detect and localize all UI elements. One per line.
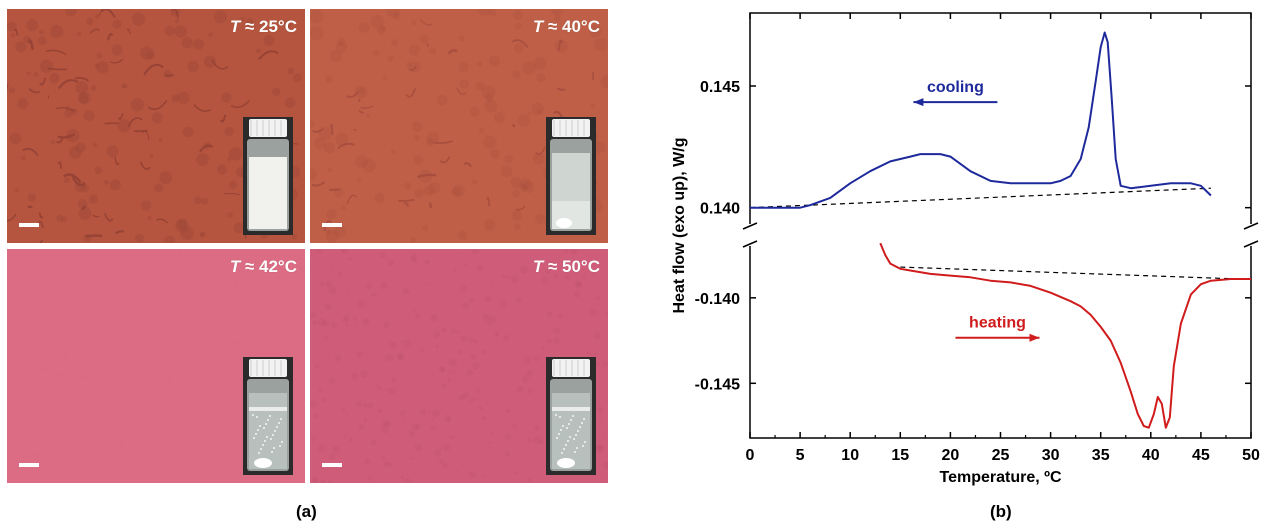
micrograph-grid: T ≈ 25°C T ≈ 40°C T ≈ 42°C T ≈ 50°C <box>7 9 608 483</box>
x-tick-label: 15 <box>891 447 909 464</box>
vial-photo <box>546 357 596 475</box>
y-tick-label: 0.140 <box>700 201 740 218</box>
x-tick-label: 20 <box>942 447 960 464</box>
x-tick-label: 5 <box>796 447 805 464</box>
y-tick-label: -0.145 <box>695 376 740 393</box>
y-axis-label: Heat flow (exo up), W/g <box>671 138 688 314</box>
x-axis-label: Temperature, ºC <box>939 469 1061 486</box>
temperature-label: T ≈ 40°C <box>533 17 600 37</box>
temperature-symbol: T <box>229 17 241 36</box>
x-tick-label: 45 <box>1192 447 1210 464</box>
x-ticks: 0 5 10 15 20 25 30 35 40 45 50 <box>746 13 1260 464</box>
vial-photo <box>546 117 596 235</box>
annotation-cooling: cooling <box>913 79 998 107</box>
x-tick-label: 35 <box>1092 447 1110 464</box>
axis-break-mark <box>742 222 758 248</box>
y-ticks: 0.140 0.145 -0.140 -0.145 <box>695 79 1251 393</box>
x-tick-label: 0 <box>746 447 755 464</box>
micrograph-40c: T ≈ 40°C <box>310 9 608 243</box>
temperature-value: ≈ 40°C <box>543 17 600 36</box>
arrow-head-icon <box>1029 333 1040 342</box>
temperature-label: T ≈ 50°C <box>533 257 600 277</box>
micrograph-50c: T ≈ 50°C <box>310 249 608 483</box>
scale-bar <box>322 463 342 467</box>
y-tick-label: 0.145 <box>700 79 740 96</box>
x-tick-label: 30 <box>1042 447 1060 464</box>
temperature-label: T ≈ 25°C <box>230 17 297 37</box>
x-tick-label: 40 <box>1142 447 1160 464</box>
scale-bar <box>19 223 39 227</box>
temperature-symbol: T <box>532 257 544 276</box>
series-line-heating <box>879 242 1251 429</box>
x-tick-label: 25 <box>992 447 1010 464</box>
micrograph-25c: T ≈ 25°C <box>7 9 305 243</box>
caption-b: (b) <box>990 502 1012 521</box>
y-tick-label: -0.140 <box>695 291 740 308</box>
axis-break-mark <box>1243 222 1259 248</box>
arrow-head-icon <box>913 98 924 107</box>
baseline-lower <box>900 266 1242 280</box>
baseline-upper <box>749 187 1211 209</box>
temperature-symbol: T <box>229 257 241 276</box>
vial-photo <box>243 357 293 475</box>
annotation-heating: heating <box>955 315 1040 342</box>
annotation-label: cooling <box>927 79 984 96</box>
x-tick-label: 10 <box>841 447 859 464</box>
scale-bar <box>19 463 39 467</box>
micrograph-42c: T ≈ 42°C <box>7 249 305 483</box>
series-line-cooling <box>750 31 1212 209</box>
x-tick-label: 50 <box>1242 447 1260 464</box>
temperature-value: ≈ 25°C <box>240 17 297 36</box>
temperature-value: ≈ 50°C <box>543 257 600 276</box>
temperature-label: T ≈ 42°C <box>230 257 297 277</box>
plot-frame <box>742 12 1259 439</box>
scale-bar <box>322 223 342 227</box>
caption-a: (a) <box>296 502 317 521</box>
temperature-symbol: T <box>532 17 544 36</box>
annotation-label: heating <box>969 315 1026 332</box>
temperature-value: ≈ 42°C <box>240 257 297 276</box>
vial-photo <box>243 117 293 235</box>
